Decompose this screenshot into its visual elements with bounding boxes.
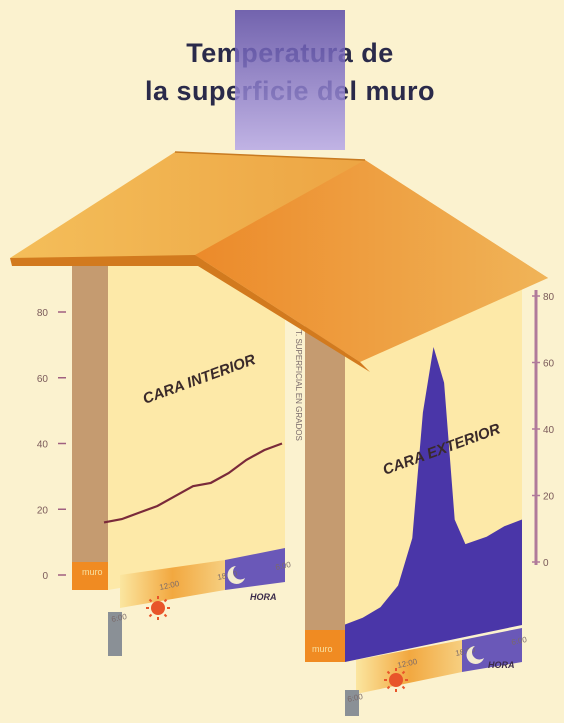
- left-y-tick-label: 0: [42, 571, 48, 582]
- left-time-tick-label: 6:00: [275, 560, 293, 572]
- left-time-tick-label: 6:00: [111, 612, 129, 624]
- left-y-tick-label: 60: [37, 374, 49, 385]
- moon-icon: [227, 566, 245, 584]
- right-corner-label: muro: [312, 644, 333, 654]
- right-time-tick-label: 12:00: [397, 657, 419, 670]
- roof-front-slope: [195, 160, 548, 362]
- left-hora-label: HORA: [250, 592, 277, 602]
- left-axis-caption: T. SUPERFICIAL EN GRADOS: [294, 330, 303, 441]
- right-y-tick-label: 20: [543, 492, 555, 503]
- moon-icon: [466, 646, 484, 664]
- right-y-tick-label: 60: [543, 359, 555, 370]
- left-corner-label: muro: [82, 567, 103, 577]
- left-interior-panel: [108, 262, 285, 590]
- left-time-tick-label: 12:00: [159, 579, 181, 592]
- right-y-tick-label: 0: [543, 558, 549, 569]
- right-time-tick-label: 6:00: [511, 635, 529, 647]
- left-temperature-curve: [103, 442, 283, 524]
- right-wall-foot: [345, 690, 359, 716]
- left-y-tick-label: 20: [37, 505, 49, 516]
- roof-ridge: [174, 151, 366, 161]
- left-day-bar: [120, 560, 225, 608]
- left-y-ticks: 80 60 40 20 0: [37, 308, 66, 582]
- right-day-bar: [356, 640, 462, 694]
- left-wall-gray: [72, 262, 108, 562]
- right-wall-gray: [305, 300, 345, 630]
- left-y-tick-label: 40: [37, 440, 49, 451]
- sun-icon: [384, 668, 408, 692]
- title-band: [235, 10, 345, 150]
- left-y-tick-label: 80: [37, 308, 49, 319]
- right-y-ticks: 80 60 40 20 0: [532, 292, 555, 569]
- right-time-tick-label: 6:00: [347, 692, 365, 704]
- right-temperature-area: [345, 347, 522, 662]
- left-wall-foot: [108, 612, 122, 656]
- right-y-tick-label: 40: [543, 425, 555, 436]
- right-y-tick-label: 80: [543, 292, 555, 303]
- right-hora-label: HORA: [488, 660, 515, 670]
- roof: [10, 151, 548, 372]
- sun-icon: [146, 596, 170, 620]
